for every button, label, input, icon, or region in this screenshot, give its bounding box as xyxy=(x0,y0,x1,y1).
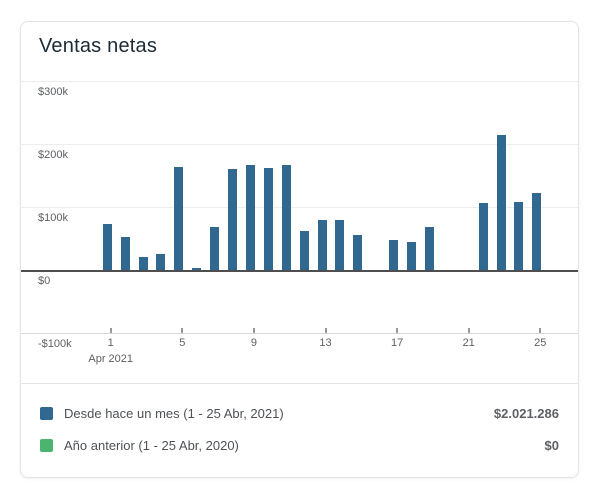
y-axis-label: -$100k xyxy=(38,338,72,350)
bar-day-23 xyxy=(496,134,506,270)
legend-swatch-previous-year xyxy=(40,438,53,452)
bar-day-24 xyxy=(514,202,524,270)
y-axis-label: $0 xyxy=(38,275,51,287)
x-axis-tick xyxy=(252,328,255,333)
x-axis-tick xyxy=(181,328,184,333)
legend-item-current-period: Desde hace un mes (1 - 25 Abr, 2021) $2.… xyxy=(40,401,559,425)
legend-divider xyxy=(21,383,578,384)
y-gridline xyxy=(21,144,578,145)
y-axis-label: $100k xyxy=(38,212,68,224)
bar-day-14 xyxy=(335,219,345,270)
x-axis-zero-line xyxy=(21,270,578,272)
bar-day-5 xyxy=(174,166,184,270)
x-axis-label: 17 xyxy=(390,337,404,349)
bar-day-12 xyxy=(299,230,309,270)
x-axis-tick xyxy=(539,328,542,333)
bar-day-15 xyxy=(353,234,363,270)
bar-day-2 xyxy=(120,237,130,270)
x-axis-label: 13 xyxy=(319,337,332,349)
bar-day-7 xyxy=(210,226,220,270)
bar-day-4 xyxy=(156,254,166,270)
x-axis-label: 25 xyxy=(534,337,547,349)
legend-item-previous-year: Año anterior (1 - 25 Abr, 2020) $0 xyxy=(40,433,559,457)
bar-day-13 xyxy=(317,220,327,270)
legend-value-current-period: $2.021.286 xyxy=(493,405,559,421)
x-axis-tick xyxy=(109,328,112,333)
chart-title: Ventas netas xyxy=(39,35,158,57)
x-axis-label: 9 xyxy=(250,337,257,349)
y-axis-label: $300k xyxy=(38,86,68,98)
legend-value-previous-year: $0 xyxy=(544,437,559,453)
y-gridline xyxy=(21,81,578,82)
bar-day-19 xyxy=(424,227,434,270)
bar-day-8 xyxy=(228,169,237,270)
x-axis-label: 5 xyxy=(179,337,186,349)
bar-day-18 xyxy=(407,241,416,270)
bar-day-3 xyxy=(138,256,148,270)
bar-day-25 xyxy=(532,193,542,270)
legend-swatch-current-period xyxy=(40,406,53,420)
bar-day-10 xyxy=(263,167,273,270)
x-axis-label: 1 xyxy=(107,337,114,349)
bar-day-17 xyxy=(389,239,399,270)
y-axis-label: $200k xyxy=(38,149,68,161)
bar-day-11 xyxy=(281,164,291,270)
x-axis-tick xyxy=(396,328,399,333)
bar-day-9 xyxy=(245,165,255,270)
legend-label-previous-year: Año anterior (1 - 25 Abr, 2020) xyxy=(64,437,239,453)
x-axis-month-label: Apr 2021 xyxy=(88,353,134,365)
bar-chart-plot: $300k $200k $100k $0 -$100k 1 5 9 13 17 21 25 Apr 20… xyxy=(21,22,578,383)
x-axis-label: 21 xyxy=(462,337,475,349)
y-gridline xyxy=(21,207,578,208)
legend-label-current-period: Desde hace un mes (1 - 25 Abr, 2021) xyxy=(64,405,284,421)
bar-day-22 xyxy=(478,202,488,270)
bar-day-6 xyxy=(192,267,202,270)
x-axis-tick xyxy=(324,328,327,333)
x-axis-baseline xyxy=(21,333,578,334)
bar-day-1 xyxy=(102,224,112,270)
x-axis-tick xyxy=(467,328,470,333)
sales-chart-card: Ventas netas $300k $200k $100k $0 -$100k 1 5 9 1… xyxy=(20,21,579,478)
